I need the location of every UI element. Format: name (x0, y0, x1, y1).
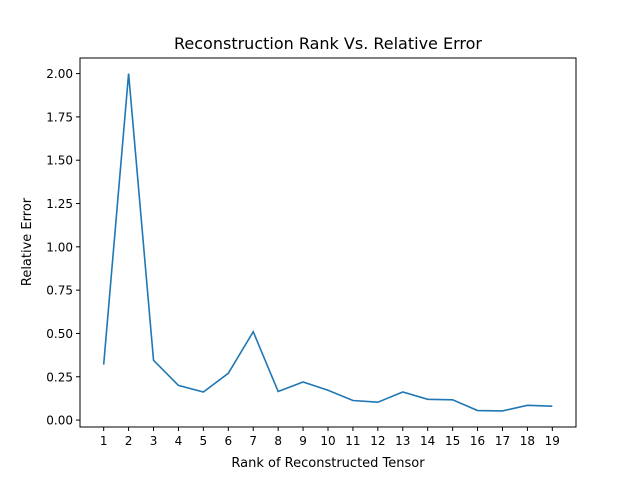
y-tick-label: 1.00 (46, 240, 73, 254)
y-tick-label: 0.00 (46, 414, 73, 428)
y-tick-label: 2.00 (46, 67, 73, 81)
plot-area (79, 57, 577, 428)
x-tick-label: 1 (100, 434, 108, 448)
x-tick-label: 5 (200, 434, 208, 448)
y-axis-label: Relative Error (20, 197, 35, 286)
x-tick-label: 14 (420, 434, 435, 448)
y-tick-label: 1.25 (46, 197, 73, 211)
x-tick-label: 8 (274, 434, 282, 448)
x-tick-label: 10 (320, 434, 335, 448)
x-tick-label: 9 (299, 434, 307, 448)
chart-title: Reconstruction Rank Vs. Relative Error (174, 34, 482, 53)
x-tick-label: 2 (125, 434, 133, 448)
x-tick-label: 7 (249, 434, 257, 448)
x-tick-label: 16 (470, 434, 485, 448)
y-tick-label: 0.25 (46, 370, 73, 384)
x-tick-label: 4 (175, 434, 183, 448)
y-tick-label: 0.75 (46, 284, 73, 298)
x-tick-label: 18 (520, 434, 535, 448)
x-tick-label: 19 (545, 434, 560, 448)
y-tick-label: 0.50 (46, 327, 73, 341)
series-line (102, 73, 553, 412)
y-tick-label: 1.75 (46, 110, 73, 124)
x-tick-label: 12 (370, 434, 385, 448)
x-tick-label: 11 (345, 434, 360, 448)
x-tick-label: 6 (224, 434, 232, 448)
x-tick-label: 3 (150, 434, 158, 448)
x-tick-label: 15 (445, 434, 460, 448)
x-axis-label: Rank of Reconstructed Tensor (231, 456, 425, 471)
y-tick-label: 1.50 (46, 154, 73, 168)
x-axis: 1 2 3 4 5 6 7 8 9 10 11 12 13 14 15 16 17 18 19 (100, 427, 560, 448)
y-axis: 0.00 0.25 0.50 0.75 1.00 1.25 1.50 1.75 2.00 (46, 67, 80, 428)
x-tick-label: 17 (495, 434, 510, 448)
x-tick-label: 13 (395, 434, 410, 448)
